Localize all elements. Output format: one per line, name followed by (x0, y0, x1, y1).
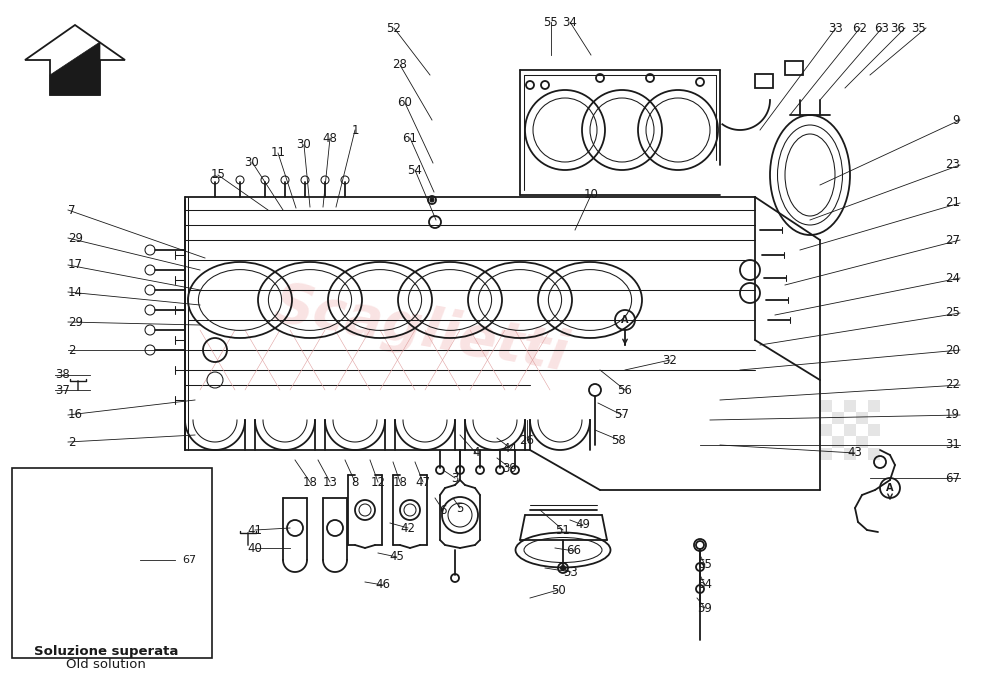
Text: 66: 66 (566, 544, 582, 557)
Text: 57: 57 (615, 409, 629, 421)
Text: 4: 4 (472, 447, 480, 460)
Text: 13: 13 (323, 475, 337, 488)
Text: 41: 41 (248, 524, 262, 537)
Text: 39: 39 (503, 462, 517, 475)
Text: 25: 25 (945, 306, 960, 319)
Bar (868, 448, 880, 460)
Text: 12: 12 (370, 475, 386, 488)
Text: 14: 14 (68, 286, 83, 299)
Text: 3: 3 (451, 471, 459, 484)
Text: 58: 58 (612, 434, 626, 447)
Text: 32: 32 (663, 353, 677, 366)
Text: 27: 27 (945, 233, 960, 246)
Text: 65: 65 (698, 559, 712, 572)
Text: 26: 26 (520, 434, 534, 447)
Text: 56: 56 (618, 383, 632, 396)
Text: 18: 18 (303, 475, 317, 488)
Text: 53: 53 (564, 565, 578, 578)
Polygon shape (25, 25, 125, 95)
Text: 6: 6 (439, 503, 447, 516)
Text: 29: 29 (68, 231, 83, 245)
Text: 10: 10 (584, 188, 598, 201)
Text: 24: 24 (945, 271, 960, 284)
Text: 47: 47 (416, 475, 430, 488)
Text: 29: 29 (68, 316, 83, 329)
Text: Old solution: Old solution (66, 659, 146, 672)
Text: 23: 23 (945, 158, 960, 171)
Bar (844, 400, 856, 412)
Text: 45: 45 (390, 550, 404, 563)
Bar (785, 61, 803, 75)
Bar (868, 400, 880, 412)
Bar (820, 424, 832, 436)
Text: 44: 44 (503, 441, 518, 454)
Text: Soluzione superata: Soluzione superata (34, 645, 178, 659)
Text: 22: 22 (945, 379, 960, 391)
Text: 30: 30 (297, 138, 311, 151)
Circle shape (430, 198, 434, 202)
Text: 11: 11 (270, 147, 286, 160)
Text: 46: 46 (376, 578, 390, 591)
Bar (755, 74, 773, 88)
Text: 20: 20 (945, 344, 960, 357)
Bar (844, 448, 856, 460)
Bar (856, 412, 868, 424)
Text: 64: 64 (698, 578, 712, 591)
Text: 40: 40 (248, 542, 262, 554)
Text: 34: 34 (563, 16, 577, 29)
Text: 50: 50 (551, 584, 565, 597)
Text: 38: 38 (55, 368, 70, 381)
Text: 42: 42 (400, 522, 416, 535)
Text: Scaglietti: Scaglietti (269, 278, 571, 383)
Bar (844, 424, 856, 436)
Text: 28: 28 (393, 59, 407, 72)
Text: 43: 43 (848, 447, 862, 460)
Text: 19: 19 (945, 409, 960, 421)
Text: 59: 59 (698, 602, 712, 614)
Text: 63: 63 (875, 22, 889, 35)
Text: 48: 48 (323, 132, 337, 145)
Text: 62: 62 (852, 22, 868, 35)
Bar (12, 468, 212, 658)
Circle shape (560, 565, 566, 571)
Text: A: A (621, 315, 629, 325)
Text: 2: 2 (68, 436, 76, 449)
Text: 18: 18 (393, 475, 407, 488)
Bar (832, 412, 844, 424)
Text: A: A (886, 483, 894, 493)
Text: 1: 1 (351, 123, 359, 136)
Text: 61: 61 (402, 132, 418, 145)
Text: 55: 55 (544, 16, 558, 29)
Bar (868, 424, 880, 436)
Text: 8: 8 (351, 475, 359, 488)
Text: 21: 21 (945, 196, 960, 209)
Bar (820, 400, 832, 412)
Text: 37: 37 (55, 383, 70, 396)
Text: 2: 2 (68, 344, 76, 357)
Bar (832, 436, 844, 448)
Text: 67: 67 (945, 471, 960, 484)
Text: 31: 31 (945, 439, 960, 451)
Text: 17: 17 (68, 258, 83, 271)
Text: 54: 54 (408, 164, 422, 177)
Text: 15: 15 (211, 168, 225, 181)
Text: 51: 51 (556, 524, 570, 537)
Text: 35: 35 (911, 22, 926, 35)
Text: 67: 67 (182, 555, 196, 565)
Text: 60: 60 (398, 96, 412, 110)
Polygon shape (50, 42, 100, 95)
Bar (820, 448, 832, 460)
Text: 9: 9 (952, 113, 960, 126)
Text: 52: 52 (387, 22, 401, 35)
Text: 7: 7 (68, 203, 76, 216)
Text: 33: 33 (829, 22, 843, 35)
Bar (856, 436, 868, 448)
Text: 30: 30 (245, 155, 259, 168)
Text: 36: 36 (890, 22, 905, 35)
Text: 49: 49 (576, 518, 590, 531)
Text: 5: 5 (456, 501, 464, 514)
Text: 16: 16 (68, 409, 83, 421)
